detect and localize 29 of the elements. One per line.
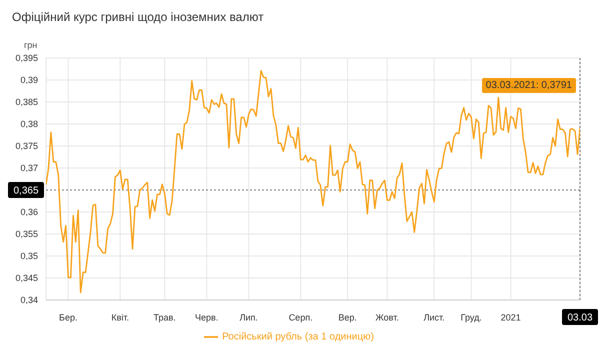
x-tick-label: 2021 [500,312,521,322]
x-tick-label: Черв. [195,312,218,322]
y-tick-label: 0,345 [15,273,38,284]
ref-line-label: 0,365 [13,186,39,196]
y-tick-label: 0,39 [20,75,38,86]
x-tick-label: Жовт. [375,312,399,322]
y-tick-label: 0,37 [20,163,38,174]
x-tick-label: 03.03 [567,312,593,324]
y-tick-label: 0,375 [15,141,38,152]
y-tick-label: 0,385 [15,97,38,108]
annotation: 03.03.2021: 0,3791 [482,78,576,93]
x-tick-label: Бер. [59,312,78,322]
y-axis-title: грн [24,40,38,50]
x-tick-label: Груд. [460,312,482,322]
chart-title: Офіційний курс гривні щодо іноземних валют [11,9,265,26]
x-tick-label: Квіт. [111,312,129,322]
y-tick-label: 0,355 [15,229,38,240]
x-tick-label: Лип. [240,312,258,322]
line-series [46,70,580,294]
x-tick-label: Серп. [288,312,313,322]
x-tick-label: Лист. [424,312,445,322]
x-tick-label: Трав. [154,312,176,322]
y-tick-label: 0,35 [20,251,38,262]
y-tick-label: 0,395 [15,53,38,64]
legend-label: Російський рубль (за 1 одиницю) [222,332,374,343]
x-tick-label: Вер. [338,312,357,322]
y-tick-label: 0,38 [20,119,38,130]
y-tick-label: 0,36 [20,207,38,218]
y-tick-label: 0,34 [20,295,38,306]
